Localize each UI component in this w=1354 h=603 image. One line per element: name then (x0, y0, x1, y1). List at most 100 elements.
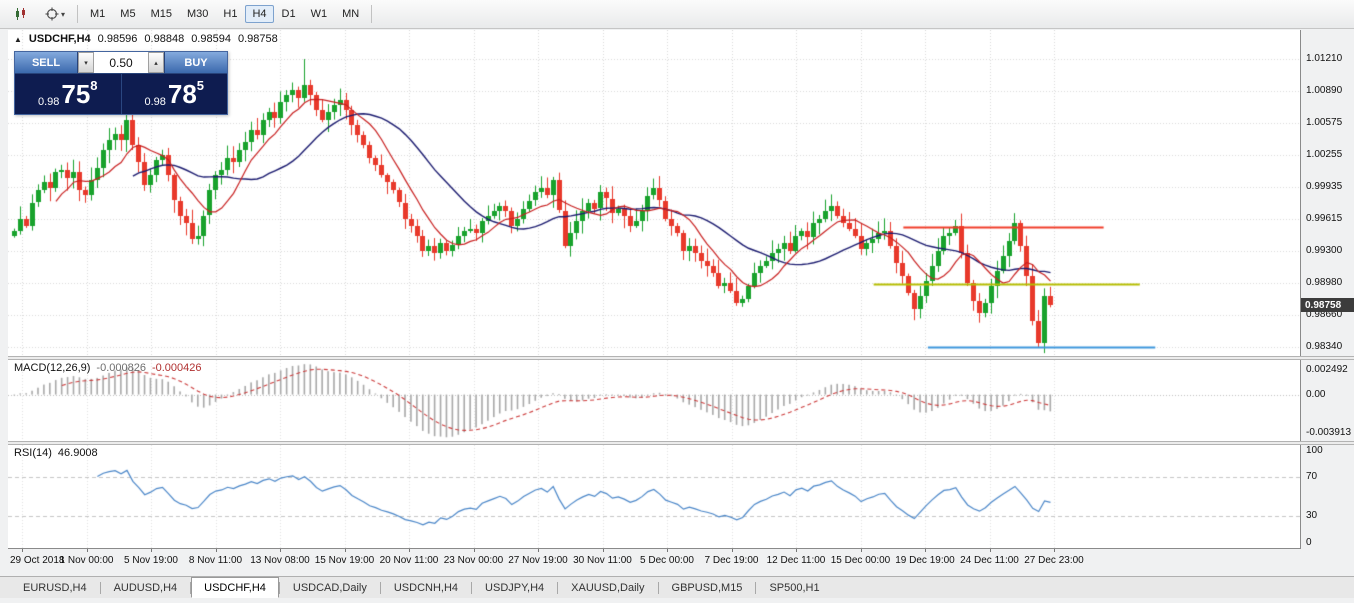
macd-name: MACD(12,26,9) (14, 362, 91, 374)
tab-separator (99, 581, 101, 594)
tab-usdchf-h4[interactable]: USDCHF,H4 (191, 577, 279, 598)
rsi-panel: RSI(14) 46.9008 100 70 30 0 (8, 445, 1354, 548)
timeframe-m1[interactable]: M1 (90, 8, 106, 20)
toolbar-separator (371, 5, 373, 23)
tab-separator (190, 581, 192, 594)
price-scale-label: 0.99615 (1306, 213, 1343, 225)
price-scale-label: 1.00890 (1306, 85, 1343, 97)
time-axis-tick (925, 549, 926, 552)
time-axis-label: 13 Nov 08:00 (250, 555, 310, 566)
toolbar-separator (77, 5, 78, 23)
time-axis-tick (731, 549, 733, 552)
timeframe-m15[interactable]: M15 (150, 8, 172, 20)
time-axis-label: 1 Nov 00:00 (59, 555, 114, 566)
tab-usdjpy-h4[interactable]: USDJPY,H4 (485, 581, 545, 594)
macd-canvas[interactable] (8, 360, 1301, 441)
main-price-scale[interactable]: 1.01210 1.00890 1.00575 1.00255 0.99935 0.996… (1301, 30, 1354, 356)
price-scale-label: 0.98660 (1306, 308, 1343, 320)
tab-usdcnh-h4[interactable]: USDCNH,H4 (393, 581, 459, 594)
time-axis-label: 29 Oct 2018 (10, 555, 65, 566)
time-axis-label: 19 Dec 19:00 (895, 555, 955, 566)
macd-panel: MACD(12,26,9) -0.000826 -0.000426 0.0024… (8, 360, 1354, 441)
macd-scale[interactable]: 0.002492 0.00 -0.003913 (1301, 360, 1354, 441)
panel-divider[interactable] (8, 441, 1354, 445)
buy-price-prefix: 0.98 (144, 96, 166, 108)
time-axis-label: 5 Dec 00:00 (640, 555, 694, 566)
price-scale-label: 0.98980 (1306, 276, 1343, 288)
ohlc-close: 0.98758 (237, 33, 278, 45)
time-axis-tick (860, 549, 862, 552)
macd-scale-label: 0.00 (1306, 388, 1326, 400)
time-axis-tick (344, 549, 346, 552)
volume-input[interactable] (94, 52, 148, 73)
timeframe-m30[interactable]: M30 (186, 8, 209, 20)
current-price-badge: 0.98758 (1301, 298, 1354, 313)
tab-sp500-h1[interactable]: SP500,H1 (769, 581, 820, 594)
ohlc-open: 0.98596 (97, 33, 138, 45)
time-axis-tick (280, 549, 281, 552)
tab-usdcad-daily[interactable]: USDCAD,Daily (292, 581, 367, 594)
time-axis-tick (1054, 549, 1055, 552)
buy-price-button[interactable]: 0.98 78 5 (122, 74, 228, 114)
ohlc-low: 0.98594 (191, 33, 231, 45)
tab-separator (379, 581, 381, 594)
timeframe-d1[interactable]: D1 (281, 8, 296, 20)
buy-button[interactable]: BUY (165, 52, 227, 73)
timeframe-w1[interactable]: W1 (310, 8, 328, 20)
macd-signal-value: -0.000426 (151, 362, 202, 374)
rsi-scale[interactable]: 100 70 30 0 (1301, 445, 1354, 548)
time-axis-tick (151, 549, 152, 552)
time-axis[interactable]: 29 Oct 2018 1 Nov 00:00 5 Nov 19:00 8 Nov 1… (8, 548, 1301, 574)
time-axis-tick (667, 549, 668, 552)
time-axis-tick (215, 549, 217, 552)
tab-separator (278, 581, 280, 594)
tab-separator (657, 581, 659, 594)
macd-label: MACD(12,26,9) -0.000826 -0.000426 (14, 362, 202, 374)
sell-button[interactable]: SELL (15, 52, 77, 73)
price-scale-label: 1.00575 (1306, 116, 1343, 128)
sell-price-button[interactable]: 0.98 75 8 (15, 74, 122, 114)
volume-increase-button[interactable]: ▴ (148, 52, 164, 73)
time-axis-label: 15 Nov 19:00 (314, 555, 375, 566)
time-axis-tick (409, 549, 410, 552)
buy-price-big: 78 (167, 79, 197, 109)
timeframe-h4[interactable]: H4 (245, 5, 274, 23)
main-chart-canvas[interactable] (8, 30, 1301, 356)
sell-price-big: 75 (61, 79, 91, 109)
tab-gbpusd-m15[interactable]: GBPUSD,M15 (671, 581, 743, 594)
timeframe-mn[interactable]: MN (342, 8, 360, 20)
chart-tab-bar: EURUSD,H4 AUDUSD,H4 USDCHF,H4 USDCAD,Daily U… (0, 576, 1354, 598)
macd-main-value: -0.000826 (96, 362, 146, 374)
chart-type-button[interactable] (4, 2, 38, 26)
time-axis-tick (989, 549, 991, 552)
volume-decrease-button[interactable]: ▾ (78, 52, 94, 73)
sell-price-prefix: 0.98 (37, 96, 60, 108)
buy-price-pipette: 5 (196, 78, 205, 93)
time-axis-label: 23 Nov 00:00 (443, 555, 504, 566)
time-axis-label: 27 Dec 23:00 (1024, 555, 1084, 566)
sell-price-pipette: 8 (90, 78, 98, 93)
drawing-tools-button[interactable]: ▾ (38, 2, 72, 26)
price-scale-label: 0.99300 (1306, 244, 1343, 256)
tab-separator (557, 581, 559, 594)
tab-eurusd-h4[interactable]: EURUSD,H4 (23, 581, 87, 594)
chart-region: ▲ USDCHF,H4 0.98596 0.98848 0.98594 0.98… (8, 30, 1354, 574)
time-axis-label: 8 Nov 11:00 (188, 555, 243, 566)
tab-separator (471, 581, 473, 594)
timeframe-group: M1 M5 M15 M30 H1 H4 D1 W1 MN (83, 5, 366, 23)
tab-audusd-h4[interactable]: AUDUSD,H4 (113, 581, 178, 594)
time-axis-label: 5 Nov 19:00 (124, 555, 178, 566)
rsi-scale-label: 0 (1306, 537, 1312, 548)
chart-header: ▲ USDCHF,H4 0.98596 0.98848 0.98594 0.98… (14, 33, 278, 45)
rsi-scale-label: 70 (1306, 471, 1318, 483)
time-axis-label: 15 Dec 00:00 (830, 555, 891, 566)
rsi-canvas[interactable] (8, 445, 1301, 548)
timeframe-h1[interactable]: H1 (223, 8, 238, 20)
time-axis-label: 30 Nov 11:00 (573, 555, 632, 566)
timeframe-m5[interactable]: M5 (120, 8, 136, 20)
panel-divider[interactable] (8, 356, 1354, 360)
caret-down-icon: ▾ (84, 59, 88, 67)
symbol-up-arrow-icon: ▲ (14, 34, 22, 44)
tab-xauusd-daily[interactable]: XAUUSD,Daily (571, 581, 645, 594)
candlestick-chart-icon (16, 8, 25, 20)
